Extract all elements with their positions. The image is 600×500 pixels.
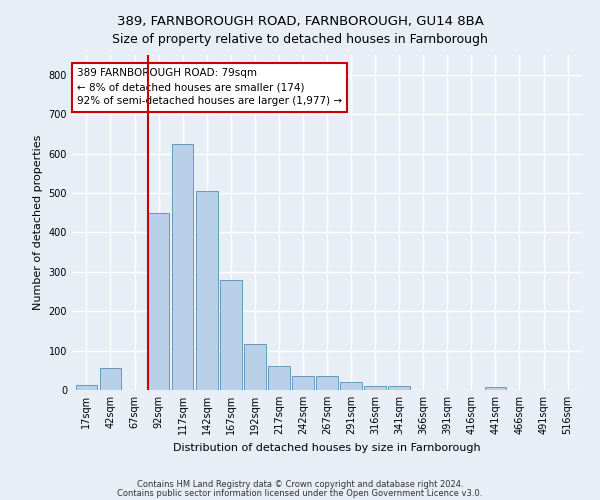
Y-axis label: Number of detached properties: Number of detached properties xyxy=(33,135,43,310)
Bar xyxy=(268,366,290,390)
Bar xyxy=(196,191,218,390)
Text: 389, FARNBOROUGH ROAD, FARNBOROUGH, GU14 8BA: 389, FARNBOROUGH ROAD, FARNBOROUGH, GU14… xyxy=(116,15,484,28)
Bar xyxy=(148,212,169,390)
X-axis label: Distribution of detached houses by size in Farnborough: Distribution of detached houses by size … xyxy=(173,442,481,452)
Bar xyxy=(172,144,193,390)
Bar xyxy=(388,386,410,390)
Text: Contains HM Land Registry data © Crown copyright and database right 2024.: Contains HM Land Registry data © Crown c… xyxy=(137,480,463,489)
Text: 389 FARNBOROUGH ROAD: 79sqm
← 8% of detached houses are smaller (174)
92% of sem: 389 FARNBOROUGH ROAD: 79sqm ← 8% of deta… xyxy=(77,68,342,106)
Bar xyxy=(364,386,386,390)
Text: Size of property relative to detached houses in Farnborough: Size of property relative to detached ho… xyxy=(112,32,488,46)
Text: Contains public sector information licensed under the Open Government Licence v3: Contains public sector information licen… xyxy=(118,488,482,498)
Bar xyxy=(316,376,338,390)
Bar xyxy=(76,386,97,390)
Bar xyxy=(292,376,314,390)
Bar xyxy=(340,382,362,390)
Bar xyxy=(100,368,121,390)
Bar xyxy=(220,280,242,390)
Bar xyxy=(244,344,266,390)
Bar xyxy=(485,387,506,390)
